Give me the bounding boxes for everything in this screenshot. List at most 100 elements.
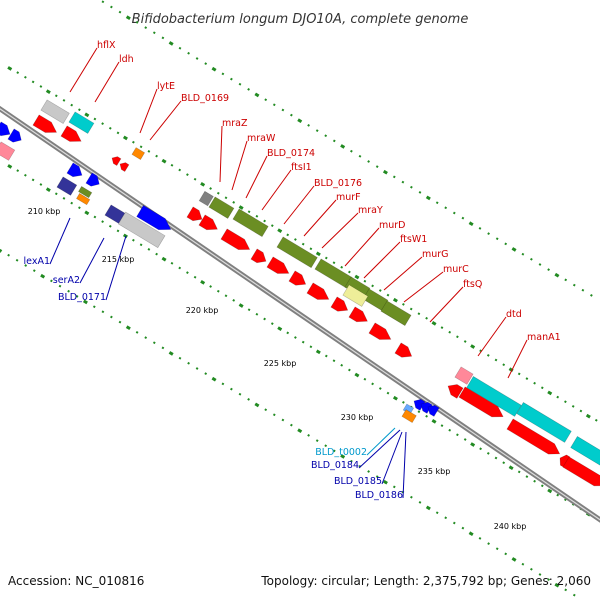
tick-mark bbox=[178, 46, 182, 50]
gene-block bbox=[570, 436, 600, 469]
tick-mark bbox=[254, 92, 260, 98]
tick-mark bbox=[224, 196, 228, 200]
tick-mark bbox=[511, 247, 517, 252]
tick-mark bbox=[452, 211, 456, 215]
tick-mark bbox=[170, 261, 174, 265]
tick-mark bbox=[209, 285, 212, 288]
tick-mark bbox=[195, 57, 199, 60]
tick-mark bbox=[425, 505, 431, 511]
tick-mark bbox=[495, 237, 499, 241]
tick-mark bbox=[78, 206, 81, 210]
tick-mark bbox=[204, 372, 208, 375]
tick-mark bbox=[470, 442, 476, 447]
tick-mark bbox=[255, 312, 259, 316]
tick-mark bbox=[31, 178, 35, 182]
tick-mark bbox=[332, 261, 336, 265]
kbp-scale-labels: 210 kbp 215 kbp 220 kbp 225 kbp 230 kbp 235 k… bbox=[28, 207, 527, 531]
tick-mark bbox=[340, 454, 346, 459]
tick-mark bbox=[463, 438, 467, 441]
tick-mark bbox=[290, 423, 293, 427]
gene-block-dtd bbox=[454, 366, 474, 385]
tick-mark bbox=[461, 526, 465, 530]
tick-mark bbox=[147, 150, 151, 153]
tick-mark bbox=[221, 72, 225, 76]
tick-mark bbox=[444, 206, 448, 210]
tick-mark bbox=[135, 331, 139, 334]
tick-mark bbox=[456, 433, 459, 437]
tick-mark bbox=[358, 154, 362, 158]
tick-mark bbox=[40, 273, 46, 279]
tick-mark bbox=[204, 62, 208, 65]
tick-mark bbox=[410, 185, 413, 189]
cds-arrow bbox=[66, 162, 83, 178]
tick-mark bbox=[155, 252, 158, 256]
leader-line bbox=[105, 235, 127, 301]
tick-mark bbox=[178, 266, 182, 270]
tick-mark bbox=[211, 66, 217, 72]
tick-mark bbox=[547, 488, 553, 494]
tick-mark bbox=[255, 214, 259, 218]
tick-mark bbox=[144, 336, 148, 339]
tick-mark bbox=[572, 283, 576, 287]
tick-mark bbox=[386, 293, 390, 297]
tick-mark bbox=[247, 308, 251, 312]
gene-block bbox=[78, 186, 93, 199]
tick-mark bbox=[538, 263, 542, 266]
cds-arrow bbox=[250, 248, 267, 264]
tick-mark bbox=[139, 243, 143, 247]
tick-mark bbox=[556, 493, 560, 497]
cds-arrow bbox=[266, 256, 290, 274]
tick-mark bbox=[170, 163, 174, 167]
tick-mark bbox=[340, 265, 344, 269]
tick-mark bbox=[118, 320, 122, 324]
gene-block-hflX bbox=[40, 99, 70, 124]
tick-mark bbox=[504, 242, 508, 246]
tick-mark bbox=[147, 248, 151, 251]
tick-mark bbox=[101, 310, 105, 314]
tick-mark bbox=[39, 85, 43, 88]
tick-mark bbox=[84, 210, 90, 216]
leader-line bbox=[403, 271, 444, 303]
tick-mark bbox=[15, 258, 19, 262]
tick-mark bbox=[108, 126, 112, 130]
tick-mark bbox=[186, 173, 189, 176]
tick-mark bbox=[263, 219, 266, 223]
tick-mark bbox=[410, 495, 413, 499]
tick-mark bbox=[444, 516, 448, 520]
cds-arrow bbox=[60, 125, 82, 142]
tick-mark bbox=[161, 256, 167, 262]
tick-mark bbox=[572, 593, 576, 597]
tick-mark bbox=[495, 547, 499, 551]
tick-mark bbox=[324, 354, 328, 358]
gene-label: BLD_0176 bbox=[314, 178, 362, 189]
tick-mark bbox=[277, 326, 283, 331]
tick-mark bbox=[564, 400, 567, 404]
tick-mark bbox=[82, 299, 88, 305]
tick-mark bbox=[425, 414, 428, 418]
tick-mark bbox=[216, 191, 220, 195]
cds-arrow bbox=[136, 205, 172, 231]
tick-mark bbox=[382, 169, 388, 175]
tick-mark bbox=[16, 71, 20, 74]
tick-mark bbox=[494, 456, 498, 460]
gene-label: murC bbox=[443, 264, 469, 275]
tick-mark bbox=[152, 31, 156, 35]
tick-mark bbox=[16, 169, 20, 172]
tick-mark bbox=[435, 511, 439, 515]
gene-label: mraW bbox=[247, 133, 276, 144]
kbp-label: 225 kbp bbox=[264, 359, 297, 368]
tick-mark bbox=[418, 191, 422, 194]
cds-arrow bbox=[288, 270, 307, 286]
tick-mark bbox=[504, 552, 508, 556]
tick-mark bbox=[62, 99, 66, 102]
tick-mark bbox=[247, 88, 250, 91]
tick-mark bbox=[440, 326, 444, 329]
tick-mark bbox=[324, 134, 328, 138]
tick-mark bbox=[392, 175, 396, 179]
gene-label: hflX bbox=[97, 40, 116, 51]
tick-mark bbox=[479, 447, 482, 451]
tick-mark bbox=[122, 135, 128, 141]
tick-mark bbox=[230, 77, 233, 81]
tick-mark bbox=[456, 335, 459, 339]
